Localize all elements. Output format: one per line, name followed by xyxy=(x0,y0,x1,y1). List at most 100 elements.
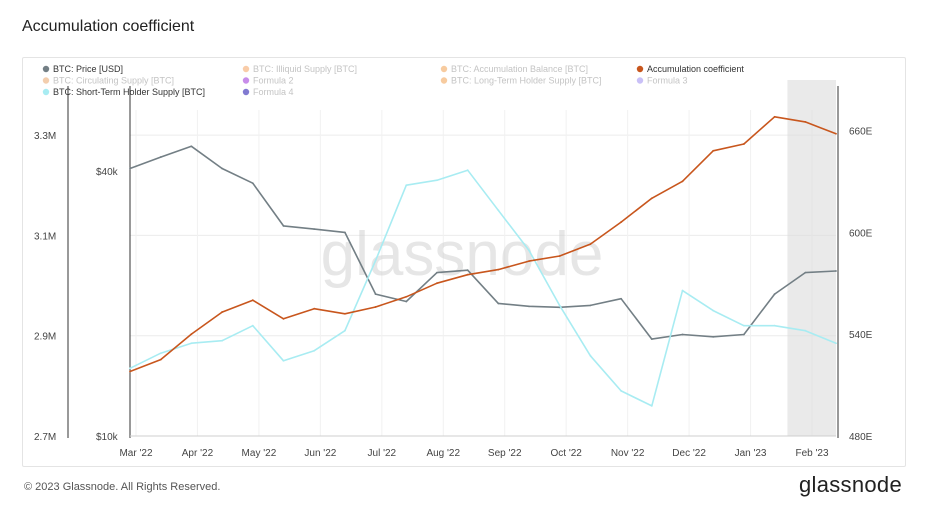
data-point xyxy=(589,243,592,246)
data-point xyxy=(221,167,223,170)
data-point xyxy=(282,317,285,320)
y-axis-price-tick-label: $10k xyxy=(96,432,119,443)
data-point xyxy=(159,358,162,361)
data-point xyxy=(681,180,684,183)
data-point xyxy=(436,179,438,182)
data-point xyxy=(436,271,438,274)
x-axis-tick-label: Jul '22 xyxy=(368,448,397,459)
data-point xyxy=(528,305,530,308)
legend-item[interactable]: BTC: Long-Term Holder Supply [BTC] xyxy=(440,76,602,86)
data-point xyxy=(313,349,316,352)
x-axis-tick-label: Sep '22 xyxy=(488,448,522,459)
price-series-line[interactable] xyxy=(129,145,837,340)
data-point xyxy=(650,197,653,200)
legend-label: Accumulation coefficient xyxy=(647,64,744,74)
data-point xyxy=(466,273,469,276)
x-axis-tick-label: Mar '22 xyxy=(119,448,152,459)
data-point xyxy=(773,324,776,327)
y-axis-right-tick-label: 660E xyxy=(849,126,873,137)
x-axis-tick-label: Jan '23 xyxy=(735,448,767,459)
data-point xyxy=(251,299,254,302)
data-point xyxy=(712,309,715,312)
x-axis-tick-label: Apr '22 xyxy=(182,448,214,459)
data-point xyxy=(497,209,500,212)
data-point xyxy=(835,342,837,345)
data-point xyxy=(405,184,408,187)
x-axis-tick-label: Nov '22 xyxy=(611,448,645,459)
data-point xyxy=(190,342,193,345)
y-axis-right-tick-label: 480E xyxy=(849,432,873,443)
data-point xyxy=(804,271,807,274)
data-point xyxy=(282,225,285,227)
data-point xyxy=(558,255,561,257)
legend-label: Formula 2 xyxy=(253,76,294,86)
legend-swatch-icon xyxy=(440,77,448,84)
data-point xyxy=(190,333,193,336)
legend-item[interactable]: Formula 2 xyxy=(242,76,294,86)
data-point xyxy=(558,304,561,307)
data-point xyxy=(343,231,346,234)
legend-label: BTC: Accumulation Balance [BTC] xyxy=(451,64,588,74)
data-point xyxy=(589,304,592,307)
short-term-holder-supply-line[interactable] xyxy=(129,169,837,407)
data-point xyxy=(251,324,254,327)
data-point xyxy=(620,389,623,392)
legend-swatch-icon xyxy=(242,88,250,96)
data-point xyxy=(620,221,623,223)
legend-swatch-icon xyxy=(242,77,250,84)
data-point xyxy=(436,282,438,285)
data-point xyxy=(129,367,131,370)
page-title: Accumulation coefficient xyxy=(22,18,195,35)
data-point xyxy=(773,115,776,118)
data-point xyxy=(374,293,377,296)
x-axis-tick-label: Jun '22 xyxy=(304,448,336,459)
legend-item[interactable]: Formula 4 xyxy=(242,87,294,97)
data-point xyxy=(804,329,807,332)
x-axis-tick-label: Dec '22 xyxy=(672,448,706,459)
data-point xyxy=(221,311,223,313)
data-point xyxy=(159,156,162,158)
data-point xyxy=(251,182,254,185)
y-axis-supply-tick-label: 3.3M xyxy=(34,131,56,142)
data-point xyxy=(528,249,530,252)
legend-item[interactable]: BTC: Circulating Supply [BTC] xyxy=(42,76,174,86)
legend-item[interactable]: Accumulation coefficient xyxy=(636,64,745,74)
x-axis-tick-label: Feb '23 xyxy=(795,448,828,459)
data-point xyxy=(374,306,377,308)
legend-swatch-icon xyxy=(42,77,50,84)
legend-label: BTC: Price [USD] xyxy=(53,64,123,74)
y-axis-right-tick-label: 540E xyxy=(849,330,873,341)
legend-label: BTC: Circulating Supply [BTC] xyxy=(53,76,174,86)
legend-item[interactable]: BTC: Short-Term Holder Supply [BTC] xyxy=(42,87,205,97)
data-point xyxy=(405,295,408,298)
shaded-forecast-region xyxy=(787,80,836,436)
data-point xyxy=(374,259,377,262)
accumulation-coefficient-line[interactable] xyxy=(129,116,837,373)
legend-item[interactable]: BTC: Accumulation Balance [BTC] xyxy=(440,64,588,74)
data-point xyxy=(743,333,745,336)
legend-swatch-icon xyxy=(440,65,448,73)
data-point xyxy=(282,359,285,362)
y-axis-supply-tick-label: 2.9M xyxy=(34,332,56,343)
y-axis-price-tick-label: $40k xyxy=(96,167,119,178)
data-point xyxy=(773,293,776,296)
legend-label: Formula 4 xyxy=(253,87,294,97)
data-point xyxy=(159,352,162,355)
data-point xyxy=(190,145,193,148)
data-point xyxy=(681,333,684,336)
legend-label: Formula 3 xyxy=(647,76,688,86)
legend-item[interactable]: BTC: Price [USD] xyxy=(42,64,123,74)
data-point xyxy=(743,324,745,327)
glassnode-watermark: glassnode xyxy=(321,220,604,289)
legend-item[interactable]: Formula 3 xyxy=(636,76,688,86)
legend-swatch-icon xyxy=(42,65,50,73)
glassnode-logo: glassnode xyxy=(799,472,902,497)
data-point xyxy=(650,405,653,407)
legend-item[interactable]: BTC: Illiquid Supply [BTC] xyxy=(242,64,357,74)
legend-swatch-icon xyxy=(242,65,250,73)
legend-swatch-icon xyxy=(42,88,50,96)
data-point xyxy=(835,132,837,135)
data-point xyxy=(528,260,530,263)
y-axis-right-tick-label: 600E xyxy=(849,228,873,239)
